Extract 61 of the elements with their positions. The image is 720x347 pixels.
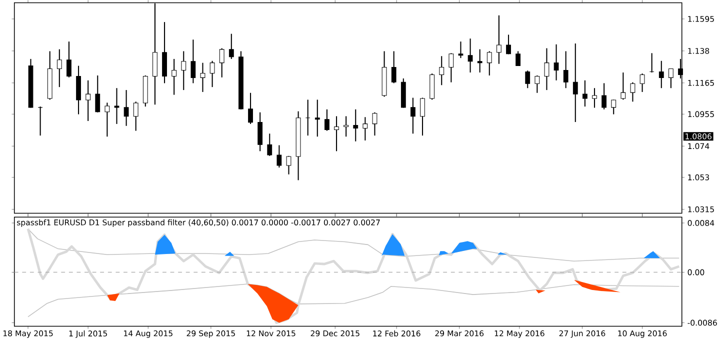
- line-series: [26, 228, 680, 324]
- candlestick: [210, 60, 215, 88]
- candlestick: [592, 88, 597, 108]
- candlestick: [162, 22, 167, 84]
- candlestick: [486, 50, 492, 76]
- candlestick: [314, 99, 320, 138]
- candlestick: [525, 70, 530, 89]
- candlestick: [124, 90, 129, 127]
- candlestick: [353, 108, 358, 142]
- candlestick: [172, 58, 177, 96]
- candlestick: [563, 50, 568, 89]
- candlestick: [200, 62, 206, 93]
- candlestick: [258, 112, 263, 152]
- candlestick: [572, 43, 578, 123]
- candlestick: [86, 80, 91, 122]
- candlestick: [410, 97, 416, 134]
- candlestick: [228, 33, 234, 60]
- candlestick: [391, 50, 396, 84]
- candlestick: [133, 101, 138, 132]
- candlestick: [430, 73, 435, 100]
- candlestick: [56, 48, 62, 88]
- candlestick: [506, 34, 511, 55]
- candlestick: [554, 44, 559, 82]
- candlestick: [477, 48, 482, 74]
- candlestick: [468, 38, 473, 74]
- candlestick: [219, 48, 224, 78]
- candlestick: [324, 108, 330, 132]
- candlestick: [630, 82, 636, 102]
- candlestick: [114, 88, 120, 125]
- candlestick: [602, 82, 606, 110]
- candlestick: [516, 50, 521, 66]
- candlestick: [190, 39, 196, 84]
- candlestick: [544, 48, 550, 91]
- candlestick: [372, 112, 378, 136]
- candlestick: [76, 65, 81, 115]
- candlestick: [458, 41, 464, 59]
- candlestick: [640, 73, 645, 93]
- candlestick: [658, 60, 664, 89]
- candlestick: [582, 80, 588, 108]
- candlestick: [66, 41, 72, 78]
- candlestick: [611, 99, 616, 115]
- candlestick: [620, 72, 626, 100]
- candlestick: [95, 75, 100, 114]
- candlestick: [248, 92, 253, 125]
- line-series: [28, 284, 680, 318]
- candlestick: [534, 75, 540, 94]
- candlestick: [496, 14, 502, 65]
- candlestick: [104, 102, 110, 138]
- candlestick: [38, 106, 43, 136]
- candlestick: [362, 116, 368, 142]
- candlestick: [286, 156, 292, 176]
- candlestick: [276, 144, 282, 168]
- candlestick: [448, 52, 454, 83]
- candlestick: [181, 50, 186, 91]
- candlestick: [439, 56, 444, 86]
- candlestick: [267, 133, 272, 157]
- candlestick: [344, 116, 349, 138]
- line-series: [28, 228, 680, 262]
- candlestick: [420, 97, 425, 136]
- candlestick: [334, 116, 339, 152]
- candlestick: [668, 68, 674, 89]
